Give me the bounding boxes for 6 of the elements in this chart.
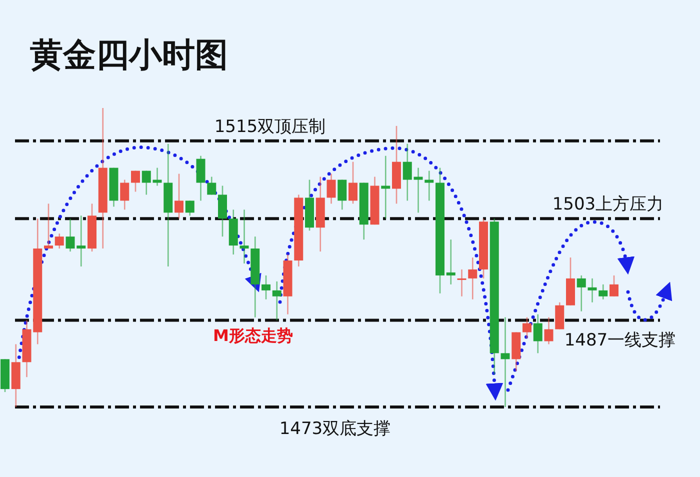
chart-title: 黄金四小时图 bbox=[30, 35, 228, 74]
ref-line-label: 1503上方压力 bbox=[552, 194, 664, 215]
ref-line-label: 1487一线支撑 bbox=[564, 330, 676, 350]
annotation: M形态走势 bbox=[213, 326, 293, 345]
ref-line-label: 1515双顶压制 bbox=[214, 116, 326, 137]
ref-line-label: 1473双底支撑 bbox=[279, 419, 391, 439]
